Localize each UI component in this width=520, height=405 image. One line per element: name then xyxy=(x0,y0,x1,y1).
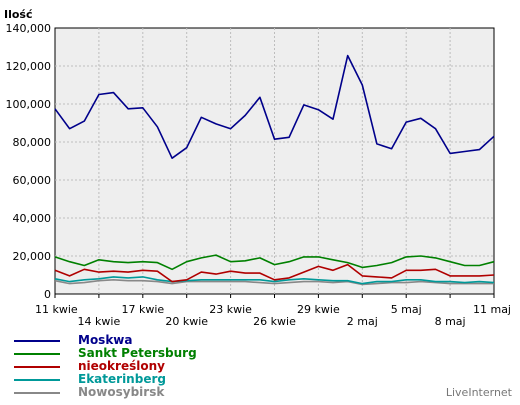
legend-label: Ekaterinberg xyxy=(78,372,166,386)
legend-item: Ekaterinberg xyxy=(14,373,197,386)
x-tick-label: 11 kwie xyxy=(35,303,78,316)
y-tick-label: 120,000 xyxy=(6,60,52,73)
y-tick-label: 140,000 xyxy=(6,22,52,35)
grid xyxy=(55,28,494,294)
legend: Moskwa Sankt Petersburg nieokreślony Ekater… xyxy=(14,334,197,399)
x-tick-label: 26 kwie xyxy=(253,315,296,328)
legend-swatch xyxy=(14,365,60,368)
x-tick-label: 17 kwie xyxy=(121,303,164,316)
x-tick-label: 2 maj xyxy=(347,315,378,328)
y-tick-label: 60,000 xyxy=(13,174,52,187)
x-tick-label: 5 maj xyxy=(391,303,422,316)
legend-label: nieokreślony xyxy=(78,359,165,373)
y-tick-label: 100,000 xyxy=(6,98,52,111)
legend-label: Moskwa xyxy=(78,333,133,347)
legend-swatch xyxy=(14,339,60,342)
x-tick-label: 29 kwie xyxy=(297,303,340,316)
series-line-4 xyxy=(54,276,495,285)
y-tick-label: 40,000 xyxy=(13,212,52,225)
legend-swatch xyxy=(14,352,60,355)
brand-label: LiveInternet xyxy=(445,386,512,399)
y-axis-label: Ilość xyxy=(4,8,33,21)
series-line-1 xyxy=(54,54,495,159)
series-lines xyxy=(54,54,495,286)
series-line-5 xyxy=(54,278,494,286)
x-tick-label: 23 kwie xyxy=(209,303,252,316)
legend-swatch xyxy=(14,391,60,394)
y-tick-label: 0 xyxy=(44,288,51,301)
legend-swatch xyxy=(14,378,60,381)
y-tick-label: 80,000 xyxy=(13,136,52,149)
x-tick-label: 11 maj xyxy=(473,303,511,316)
x-tick-label: 8 maj xyxy=(435,315,466,328)
line-chart: Ilość 0 20,000 40,000 60,000 80,000 100,000 12… xyxy=(4,8,511,328)
legend-label: Nowosybirsk xyxy=(78,385,165,399)
legend-item: Moskwa xyxy=(14,334,197,347)
x-tick-label: 20 kwie xyxy=(165,315,208,328)
legend-item: Nowosybirsk xyxy=(14,386,197,399)
x-tick-label: 14 kwie xyxy=(78,315,121,328)
legend-item: nieokreślony xyxy=(14,360,197,373)
y-ticks: 0 20,000 40,000 60,000 80,000 100,000 120,000 1… xyxy=(6,22,52,301)
series-line-3 xyxy=(54,263,495,283)
legend-label: Sankt Petersburg xyxy=(78,346,197,360)
legend-item: Sankt Petersburg xyxy=(14,347,197,360)
series-line-2 xyxy=(54,254,495,271)
y-tick-label: 20,000 xyxy=(13,250,52,263)
